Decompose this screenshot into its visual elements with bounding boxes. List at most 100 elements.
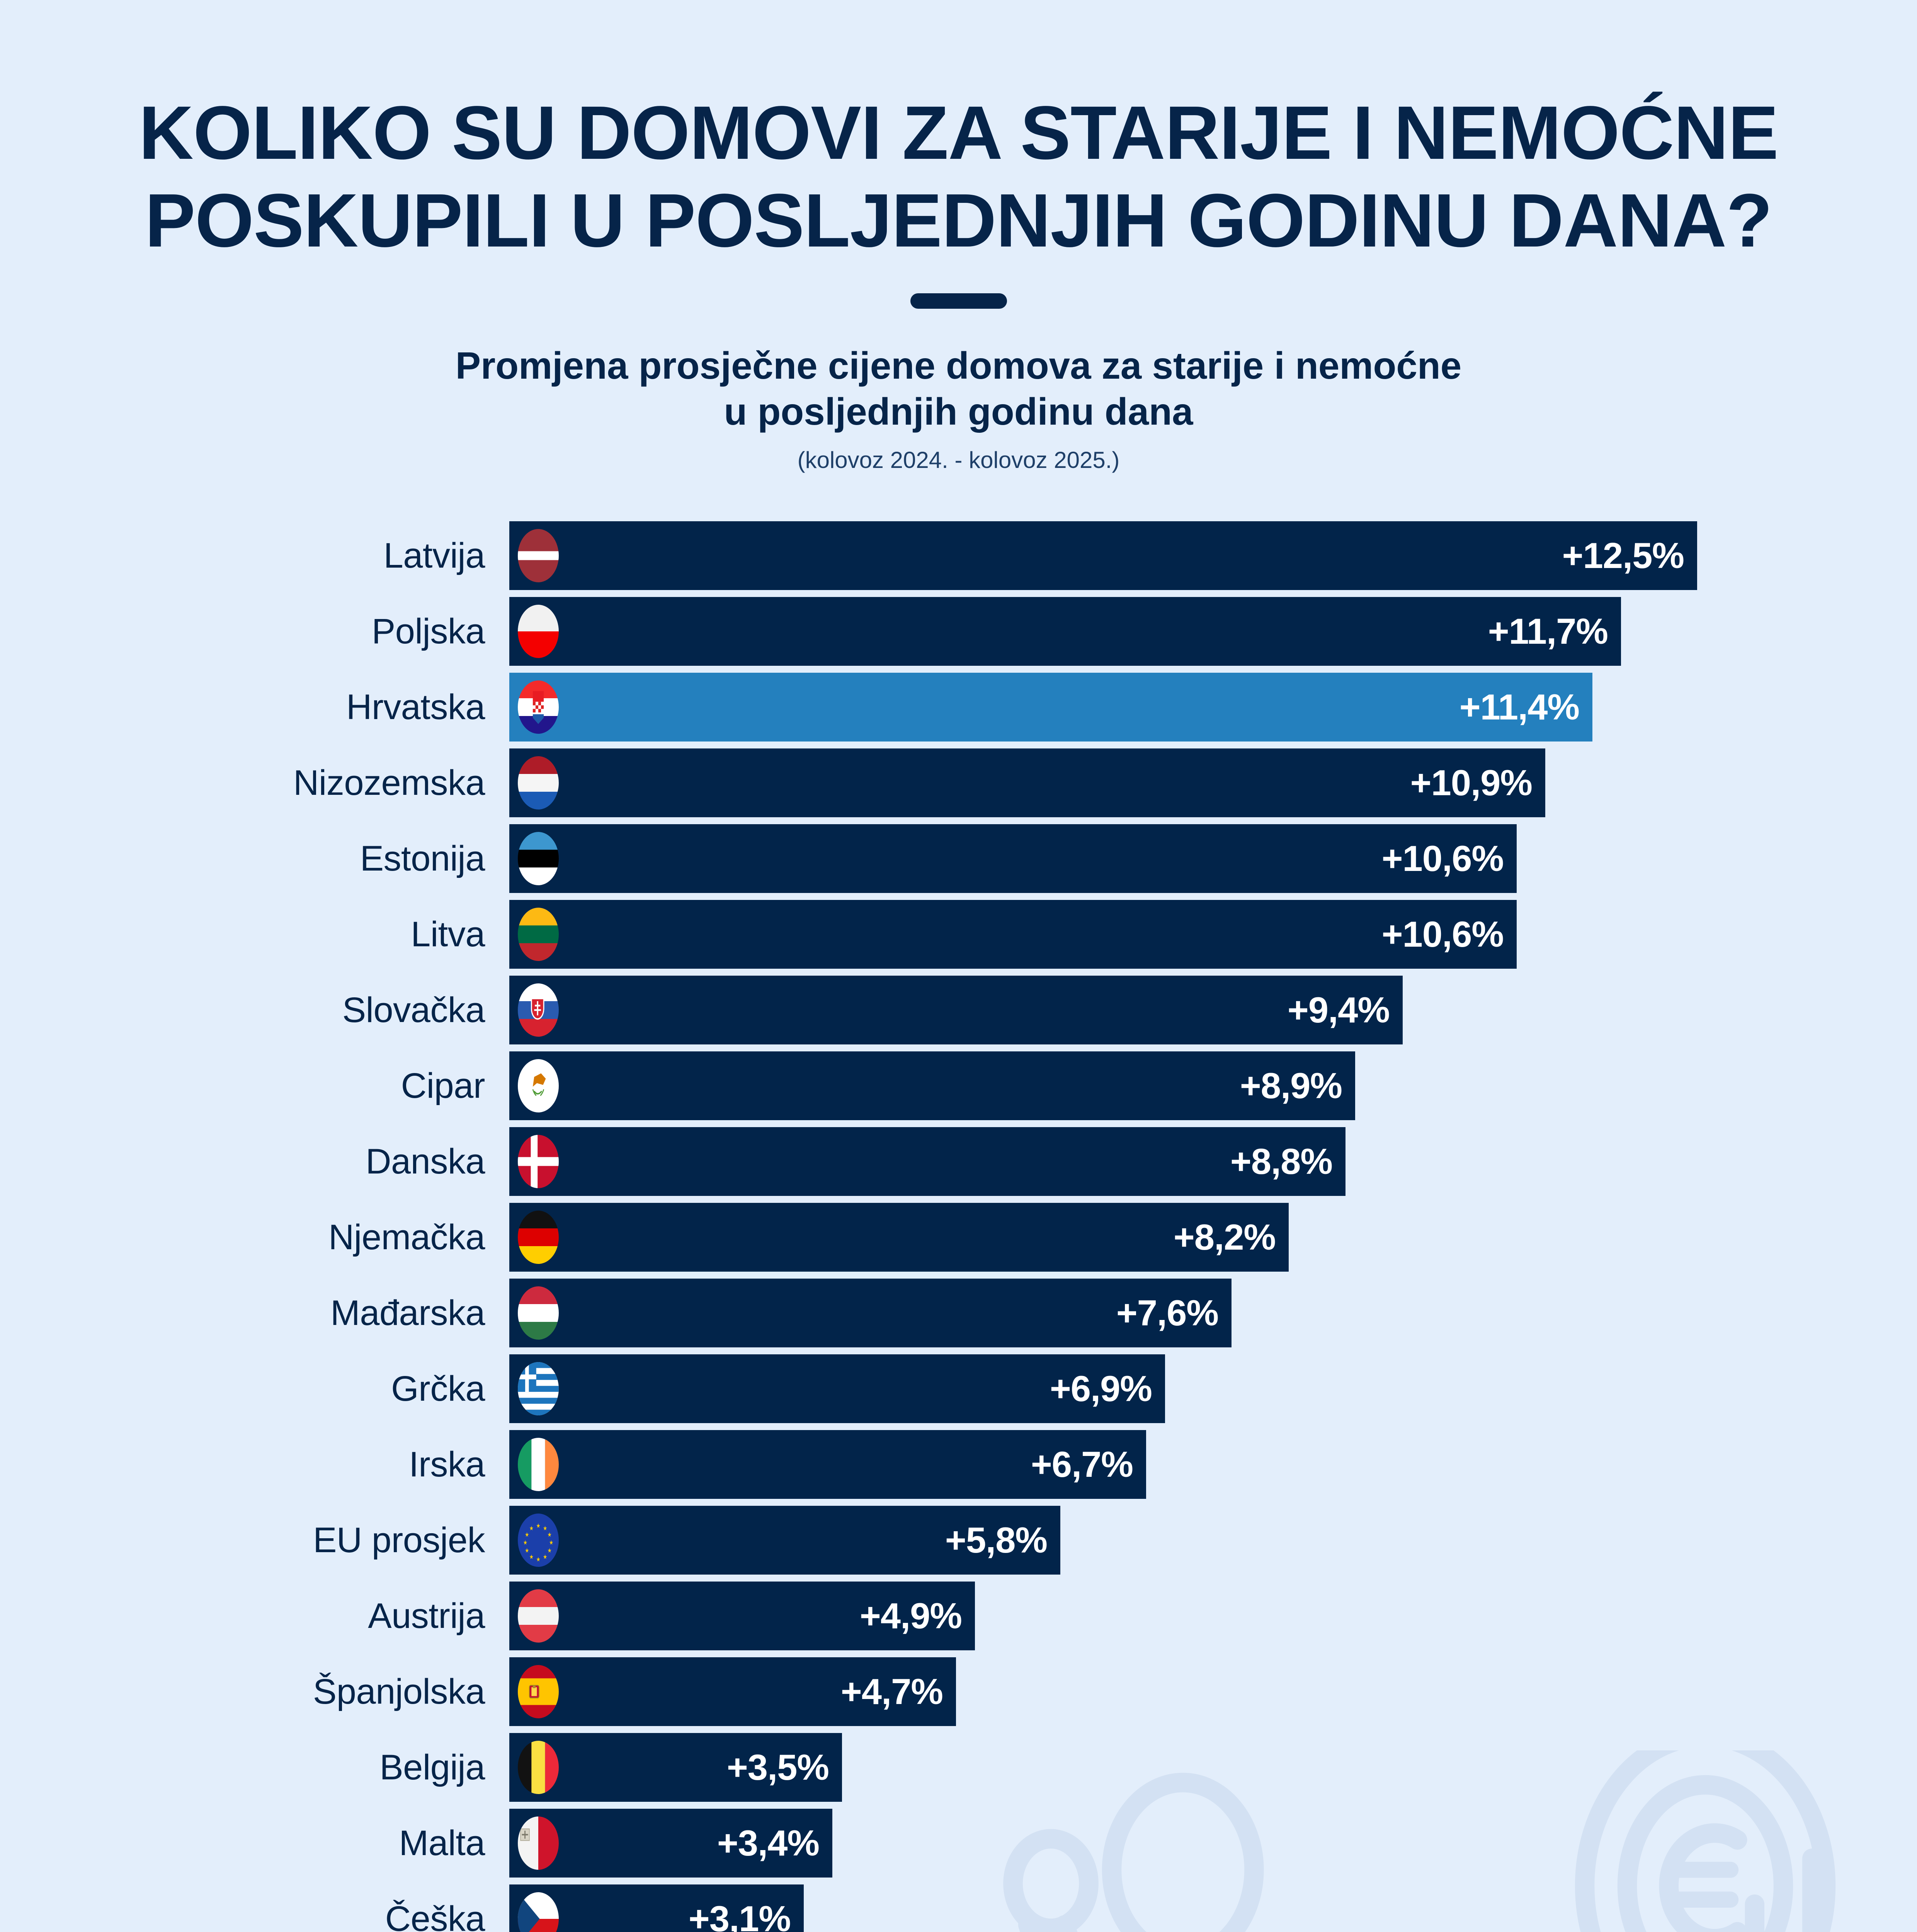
title-divider	[910, 293, 1007, 309]
country-label: Njemačka	[328, 1217, 485, 1257]
chart-row: Poljska +11,7%	[0, 597, 1917, 673]
bar-value-label: +3,1%	[688, 1898, 791, 1932]
flag-estonia-icon	[518, 832, 559, 885]
flag-malta-icon	[518, 1816, 559, 1870]
chart-row: Španjolska +4,7%	[0, 1657, 1917, 1733]
country-label: Estonija	[360, 838, 485, 878]
bar-value-label: +8,2%	[1173, 1217, 1276, 1257]
bar: +4,7%	[509, 1657, 956, 1726]
svg-text:★: ★	[543, 1554, 547, 1561]
svg-text:★: ★	[529, 1525, 534, 1532]
bar: +10,6%	[509, 824, 1517, 893]
country-label: Slovačka	[342, 990, 485, 1030]
bar: +10,9%	[509, 748, 1545, 817]
bar-value-label: +8,8%	[1230, 1141, 1333, 1182]
bar-value-label: +3,5%	[726, 1747, 829, 1787]
bar-value-label: +4,9%	[859, 1595, 962, 1636]
country-label: Cipar	[401, 1066, 485, 1105]
chart-row: Danska +8,8%	[0, 1127, 1917, 1203]
flag-greece-icon	[518, 1362, 559, 1415]
bar: +8,9%	[509, 1051, 1355, 1120]
flag-croatia-icon	[518, 680, 559, 734]
flag-latvia-icon	[518, 529, 559, 582]
bar-value-label: +10,9%	[1410, 762, 1533, 803]
bar: +9,4%	[509, 976, 1403, 1044]
flag-belgium-icon	[518, 1741, 559, 1794]
bar: +3,4%	[509, 1809, 832, 1878]
flag-poland-icon	[518, 605, 559, 658]
country-label: Austrija	[368, 1596, 485, 1636]
bar-value-label: +10,6%	[1381, 838, 1504, 879]
bar-value-label: +9,4%	[1287, 990, 1390, 1030]
bar-value-label: +8,9%	[1240, 1065, 1342, 1106]
country-label: Latvija	[383, 536, 485, 575]
bar-value-label: +10,6%	[1381, 914, 1504, 954]
country-label: Belgija	[379, 1747, 485, 1787]
flag-slovakia-icon	[518, 983, 559, 1037]
bar-value-label: +6,9%	[1050, 1368, 1152, 1409]
svg-text:★: ★	[536, 1556, 540, 1563]
bar: +6,7%	[509, 1430, 1146, 1499]
country-label: Irska	[409, 1444, 485, 1484]
chart-row: Nizozemska +10,9%	[0, 748, 1917, 824]
svg-text:★: ★	[525, 1548, 529, 1554]
flag-austria-icon	[518, 1589, 559, 1643]
chart-row: Slovačka +9,4%	[0, 976, 1917, 1051]
svg-text:★: ★	[548, 1548, 552, 1554]
page-title-line-1: KOLIKO SU DOMOVI ZA STARIJE I NEMOĆNE	[139, 90, 1779, 175]
country-label: Hrvatska	[346, 687, 485, 727]
flag-czechia-icon	[518, 1892, 559, 1932]
svg-text:★: ★	[543, 1525, 547, 1532]
bar-value-label: +11,7%	[1488, 611, 1608, 651]
flag-germany-icon	[518, 1211, 559, 1264]
flag-lithuania-icon	[518, 908, 559, 961]
chart-row: Malta +3,4%	[0, 1809, 1917, 1884]
bar-value-label: +3,4%	[717, 1823, 820, 1863]
country-label: Španjolska	[313, 1672, 485, 1711]
bar-value-label: +4,7%	[840, 1671, 943, 1712]
country-label: Mađarska	[330, 1293, 485, 1333]
chart-row: Belgija +3,5%	[0, 1733, 1917, 1809]
country-label: Grčka	[391, 1369, 485, 1408]
flag-cyprus-icon	[518, 1059, 559, 1112]
bar: ★ ★ ★ ★ ★ ★ ★ ★ ★ ★ ★ ★ +5,8%	[509, 1506, 1060, 1575]
chart-row: Hrvatska +11,4%	[0, 673, 1917, 748]
country-label: Poljska	[371, 611, 485, 651]
bar-value-label: +6,7%	[1031, 1444, 1133, 1485]
chart-row: Irska +6,7%	[0, 1430, 1917, 1506]
bar: +4,9%	[509, 1582, 975, 1650]
chart-row: Njemačka +8,2%	[0, 1203, 1917, 1279]
bar: +10,6%	[509, 900, 1517, 969]
country-label: Danska	[366, 1141, 485, 1181]
bar: +12,5%	[509, 521, 1697, 590]
bar: +7,6%	[509, 1279, 1232, 1347]
bar: +3,1%	[509, 1884, 804, 1932]
page-title: KOLIKO SU DOMOVI ZA STARIJE I NEMOĆNE PO…	[0, 89, 1917, 265]
svg-text:★: ★	[529, 1554, 534, 1561]
chart-row: Litva +10,6%	[0, 900, 1917, 976]
bar-value-label: +5,8%	[945, 1520, 1048, 1560]
svg-text:★: ★	[536, 1522, 540, 1529]
chart-row: Estonija +10,6%	[0, 824, 1917, 900]
chart-row: EU prosjek ★ ★ ★ ★ ★ ★ ★ ★ ★ ★ ★ ★ +5,8%	[0, 1506, 1917, 1582]
country-label: Litva	[411, 914, 485, 954]
bar: +3,5%	[509, 1733, 842, 1802]
bar: +8,8%	[509, 1127, 1345, 1196]
svg-text:★: ★	[549, 1539, 553, 1546]
flag-european-union-icon: ★ ★ ★ ★ ★ ★ ★ ★ ★ ★ ★ ★	[518, 1514, 559, 1567]
chart-row: Latvija +12,5%	[0, 521, 1917, 597]
chart-row: Cipar +8,9%	[0, 1051, 1917, 1127]
flag-ireland-icon	[518, 1438, 559, 1491]
chart-row: Češka +3,1%	[0, 1884, 1917, 1932]
bar: +8,2%	[509, 1203, 1289, 1272]
bar-value-label: +11,4%	[1459, 687, 1580, 727]
country-label: EU prosjek	[313, 1520, 485, 1560]
flag-hungary-icon	[518, 1286, 559, 1340]
country-label: Malta	[399, 1823, 485, 1863]
bar-chart: Latvija +12,5% Poljska +11,7% Hrvatska +11,4%…	[0, 521, 1917, 1932]
country-label: Nizozemska	[293, 763, 485, 803]
header: KOLIKO SU DOMOVI ZA STARIJE I NEMOĆNE PO…	[0, 89, 1917, 473]
chart-row: Austrija +4,9%	[0, 1582, 1917, 1657]
bar-value-label: +12,5%	[1562, 535, 1684, 576]
